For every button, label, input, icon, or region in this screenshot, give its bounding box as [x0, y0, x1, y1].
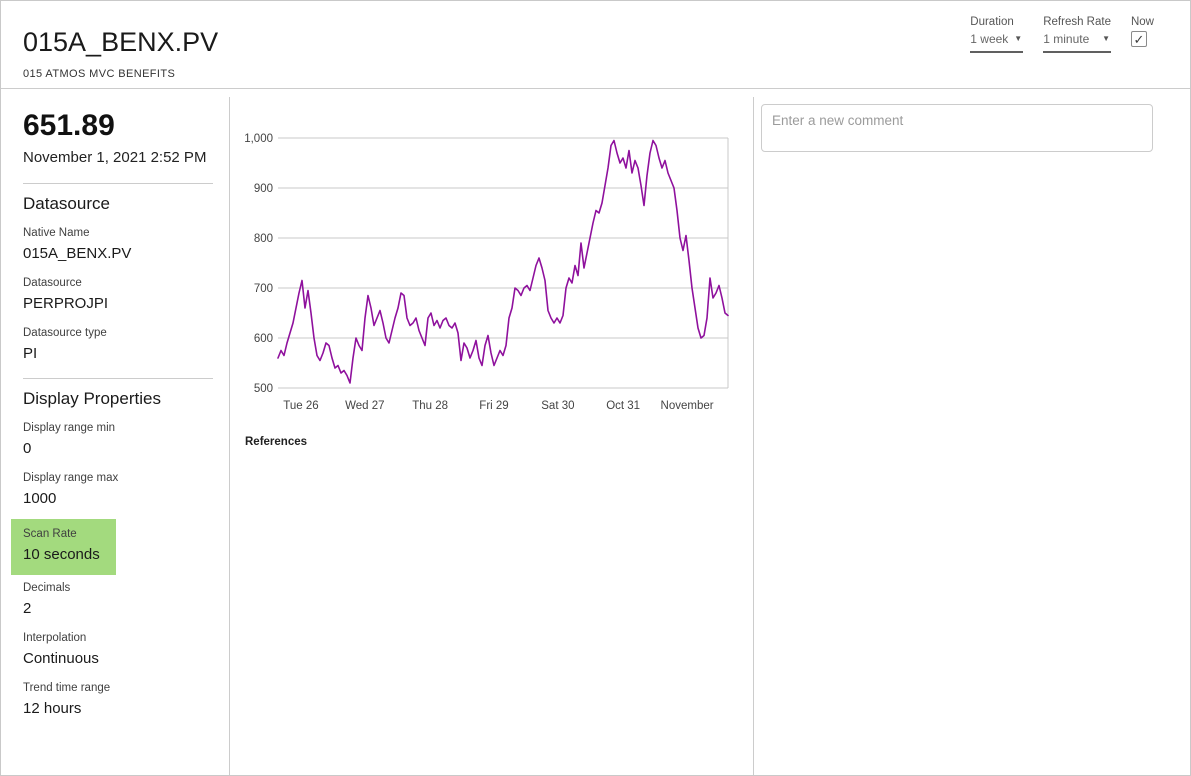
svg-text:600: 600 — [254, 333, 273, 345]
section-divider — [23, 378, 213, 379]
refresh-rate-value: 1 minute — [1043, 32, 1090, 46]
svg-text:Sat 30: Sat 30 — [541, 400, 574, 412]
svg-text:800: 800 — [254, 233, 273, 245]
page-title: 015A_BENX.PV — [23, 27, 219, 57]
datasource-type-field: Datasource type PI — [23, 326, 213, 364]
svg-text:Tue 26: Tue 26 — [283, 400, 318, 412]
value-timestamp: November 1, 2021 2:52 PM — [23, 149, 207, 166]
field-label: Decimals — [23, 582, 71, 594]
svg-text:Wed 27: Wed 27 — [345, 400, 384, 412]
field-label: Datasource — [23, 277, 82, 289]
duration-dropdown[interactable]: 1 week ▼ — [970, 31, 1024, 53]
references-heading: References — [245, 436, 308, 448]
display-range-min-field: Display range min 0 — [23, 421, 213, 459]
display-properties-heading: Display Properties — [23, 389, 161, 408]
native-name-field: Native Name 015A_BENX.PV — [23, 226, 213, 264]
header-controls: Duration 1 week ▼ Refresh Rate 1 minute … — [970, 16, 1154, 53]
trend-time-range-field: Trend time range 12 hours — [23, 681, 213, 719]
svg-text:500: 500 — [254, 383, 273, 395]
trend-chart-panel: 1,000 900 800 700 600 500 Tue 26 Wed 27 Thu 28 Fr… — [230, 89, 753, 775]
checkmark-icon: ✓ — [1133, 31, 1145, 47]
page-subtitle: 015 ATMOS MVC BENEFITS — [23, 68, 176, 80]
comment-input[interactable] — [761, 104, 1153, 152]
field-label: Scan Rate — [23, 528, 77, 540]
svg-text:1,000: 1,000 — [244, 133, 273, 145]
field-value: Continuous — [23, 650, 99, 667]
duration-control: Duration 1 week ▼ — [970, 16, 1024, 53]
duration-label: Duration — [970, 16, 1014, 28]
field-value: 0 — [23, 440, 32, 457]
sidebar-divider — [229, 97, 230, 775]
field-label: Trend time range — [23, 682, 111, 694]
decimals-field: Decimals 2 — [23, 581, 213, 619]
field-label: Native Name — [23, 227, 90, 239]
field-value: PERPROJPI — [23, 295, 109, 312]
svg-text:900: 900 — [254, 183, 273, 195]
comments-panel — [754, 89, 1190, 775]
now-control: Now ✓ — [1130, 16, 1154, 47]
datasource-heading: Datasource — [23, 194, 110, 213]
duration-value: 1 week — [970, 32, 1009, 46]
details-sidebar: 651.89 November 1, 2021 2:52 PM Datasour… — [1, 89, 229, 775]
refresh-rate-control: Refresh Rate 1 minute ▼ — [1043, 16, 1111, 53]
section-divider — [23, 183, 213, 184]
header: 015A_BENX.PV 015 ATMOS MVC BENEFITS Dura… — [1, 1, 1190, 89]
trend-chart[interactable]: 1,000 900 800 700 600 500 Tue 26 Wed 27 Thu 28 Fr… — [241, 101, 753, 431]
field-label: Datasource type — [23, 327, 107, 339]
field-value: 1000 — [23, 490, 57, 507]
chevron-down-icon: ▼ — [1014, 34, 1023, 43]
field-label: Display range max — [23, 472, 119, 484]
svg-text:Fri 29: Fri 29 — [479, 400, 508, 412]
svg-text:700: 700 — [254, 283, 273, 295]
field-value: PI — [23, 345, 38, 362]
current-value: 651.89 — [23, 109, 115, 142]
display-range-max-field: Display range max 1000 — [23, 471, 213, 509]
chevron-down-icon: ▼ — [1102, 34, 1110, 43]
field-label: Interpolation — [23, 632, 87, 644]
svg-text:November: November — [661, 400, 714, 412]
comments-divider — [753, 97, 754, 775]
field-value: 10 seconds — [23, 546, 100, 563]
scan-rate-field: Scan Rate 10 seconds — [11, 519, 116, 575]
field-label: Display range min — [23, 422, 116, 434]
now-checkbox[interactable]: ✓ — [1130, 31, 1147, 47]
svg-text:Oct 31: Oct 31 — [606, 400, 640, 412]
field-value: 2 — [23, 600, 32, 617]
refresh-rate-label: Refresh Rate — [1043, 16, 1111, 28]
datasource-field: Datasource PERPROJPI — [23, 276, 213, 314]
interpolation-field: Interpolation Continuous — [23, 631, 213, 669]
field-value: 12 hours — [23, 700, 82, 717]
svg-text:Thu 28: Thu 28 — [412, 400, 448, 412]
now-label: Now — [1130, 16, 1154, 28]
refresh-rate-dropdown[interactable]: 1 minute ▼ — [1043, 31, 1111, 53]
field-value: 015A_BENX.PV — [23, 245, 132, 262]
